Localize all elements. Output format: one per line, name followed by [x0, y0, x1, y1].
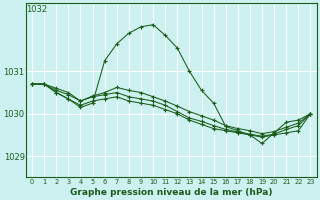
X-axis label: Graphe pression niveau de la mer (hPa): Graphe pression niveau de la mer (hPa) — [70, 188, 273, 197]
Text: 1032: 1032 — [26, 5, 47, 14]
